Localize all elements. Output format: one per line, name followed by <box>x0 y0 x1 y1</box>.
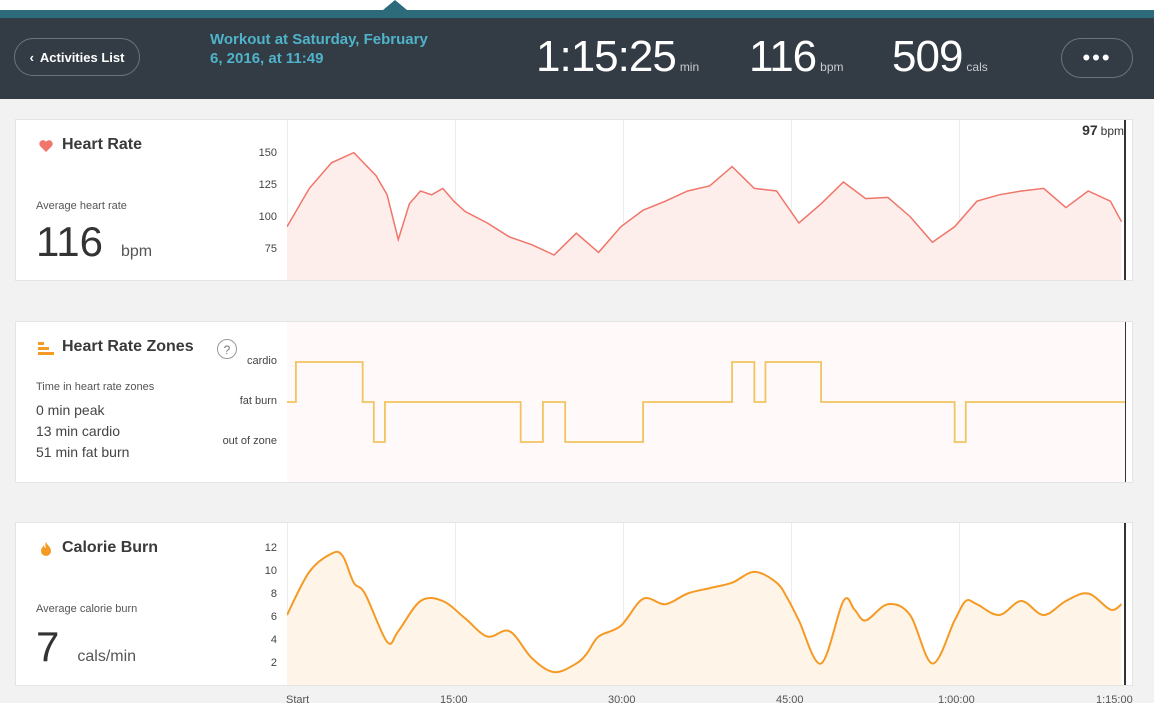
zones-series-line <box>287 361 1125 443</box>
calorie-burn-title: Calorie Burn <box>62 539 159 556</box>
avg-hr-stat: 116 bpm <box>749 32 844 82</box>
x-tick-start: Start <box>286 694 310 703</box>
zones-plot <box>287 322 1126 482</box>
cal-ytick-12: 12 <box>264 542 277 554</box>
calorie-chart[interactable] <box>287 523 1134 685</box>
avg-hr-value: 116 <box>749 32 817 81</box>
avg-heart-rate-label: Average heart rate <box>36 200 127 212</box>
chevron-left-icon: ‹ <box>29 49 34 65</box>
hr-cursor-readout: 97 bpm <box>1082 122 1124 138</box>
calorie-summary: Calorie Burn Average calorie burn 7 cals… <box>16 523 287 685</box>
hr-ytick-100: 100 <box>258 211 277 223</box>
x-tick-30: 30:00 <box>608 694 636 703</box>
zone-ytick-fat-burn: fat burn <box>239 395 277 407</box>
cal-ytick-6: 6 <box>270 611 277 623</box>
more-dots-icon: ••• <box>1082 45 1112 70</box>
cal-ytick-2: 2 <box>270 657 277 669</box>
hr-ytick-75: 75 <box>264 243 277 255</box>
avg-heart-rate-number: 116 <box>36 218 103 265</box>
heart-icon <box>39 140 53 152</box>
heart-rate-summary: Heart Rate Average heart rate 116 bpm 15… <box>16 120 287 280</box>
zone-cardio: 13 min cardio <box>36 423 121 439</box>
heart-rate-plot <box>287 120 1126 280</box>
x-tick-60: 1:00:00 <box>938 694 975 703</box>
avg-calorie-label: Average calorie burn <box>36 603 138 615</box>
cal-ytick-8: 8 <box>270 588 277 600</box>
activities-list-button[interactable]: ‹ Activities List <box>14 38 140 76</box>
zone-ytick-cardio: cardio <box>247 355 277 367</box>
calorie-area <box>287 551 1122 685</box>
avg-calorie-number: 7 <box>36 623 60 670</box>
avg-calorie-value: 7 cals/min <box>36 623 136 671</box>
zone-breakdown: 0 min peak 13 min cardio 51 min fat burn <box>36 400 129 463</box>
zones-title: Heart Rate Zones <box>62 338 194 355</box>
heart-rate-zones-card: Heart Rate Zones ? Time in heart rate zo… <box>15 321 1133 483</box>
zones-chart[interactable] <box>287 322 1134 482</box>
avg-hr-unit: bpm <box>820 60 844 74</box>
hr-cursor-unit: bpm <box>1100 124 1124 138</box>
cal-ytick-4: 4 <box>270 634 277 646</box>
calories-stat: 509 cals <box>892 32 988 82</box>
workout-header: ‹ Activities List Workout at Saturday, F… <box>0 18 1154 99</box>
hr-ytick-150: 150 <box>258 147 277 159</box>
avg-heart-rate-unit: bpm <box>120 243 153 260</box>
more-options-button[interactable]: ••• <box>1061 38 1133 78</box>
x-axis: Start 15:00 30:00 45:00 1:00:00 1:15:00 <box>286 694 1134 703</box>
avg-calorie-unit: cals/min <box>77 648 137 665</box>
calories-unit: cals <box>966 60 988 74</box>
top-accent-bar <box>0 10 1154 18</box>
duration-unit: min <box>679 60 700 74</box>
duration-value: 1:15:25 <box>536 32 677 81</box>
heart-rate-title: Heart Rate <box>62 136 143 153</box>
duration-stat: 1:15:25 min <box>536 32 699 82</box>
activities-list-label: Activities List <box>39 49 125 65</box>
x-tick-45: 45:00 <box>776 694 804 703</box>
zone-peak: 0 min peak <box>36 402 105 418</box>
top-strip <box>0 0 1154 18</box>
heart-rate-card: Heart Rate Average heart rate 116 bpm 15… <box>15 119 1133 281</box>
time-in-zones-label: Time in heart rate zones <box>36 381 155 393</box>
x-tick-15: 15:00 <box>440 694 468 703</box>
flame-icon <box>41 542 51 556</box>
heart-rate-chart[interactable]: 97 bpm <box>287 120 1134 280</box>
zone-fat-burn: 51 min fat burn <box>36 444 130 460</box>
calories-value: 509 <box>892 32 963 81</box>
workout-title: Workout at Saturday, February 6, 2016, a… <box>210 31 428 67</box>
avg-heart-rate-value: 116 bpm <box>36 218 152 266</box>
x-tick-75: 1:15:00 <box>1096 694 1133 703</box>
hr-ytick-125: 125 <box>258 179 277 191</box>
zone-ytick-out-of-zone: out of zone <box>222 435 277 447</box>
calorie-burn-card: Calorie Burn Average calorie burn 7 cals… <box>15 522 1133 686</box>
hr-area <box>287 152 1122 280</box>
help-icon[interactable]: ? <box>217 339 237 359</box>
hr-series-line <box>287 151 1123 256</box>
zones-bars-icon <box>38 342 54 355</box>
calorie-plot <box>287 523 1126 685</box>
tab-notch-indicator <box>383 0 407 10</box>
zones-summary: Heart Rate Zones ? Time in heart rate zo… <box>16 322 287 482</box>
calorie-series-line <box>287 550 1123 674</box>
cal-ytick-10: 10 <box>264 565 277 577</box>
hr-cursor-value: 97 <box>1082 122 1098 138</box>
